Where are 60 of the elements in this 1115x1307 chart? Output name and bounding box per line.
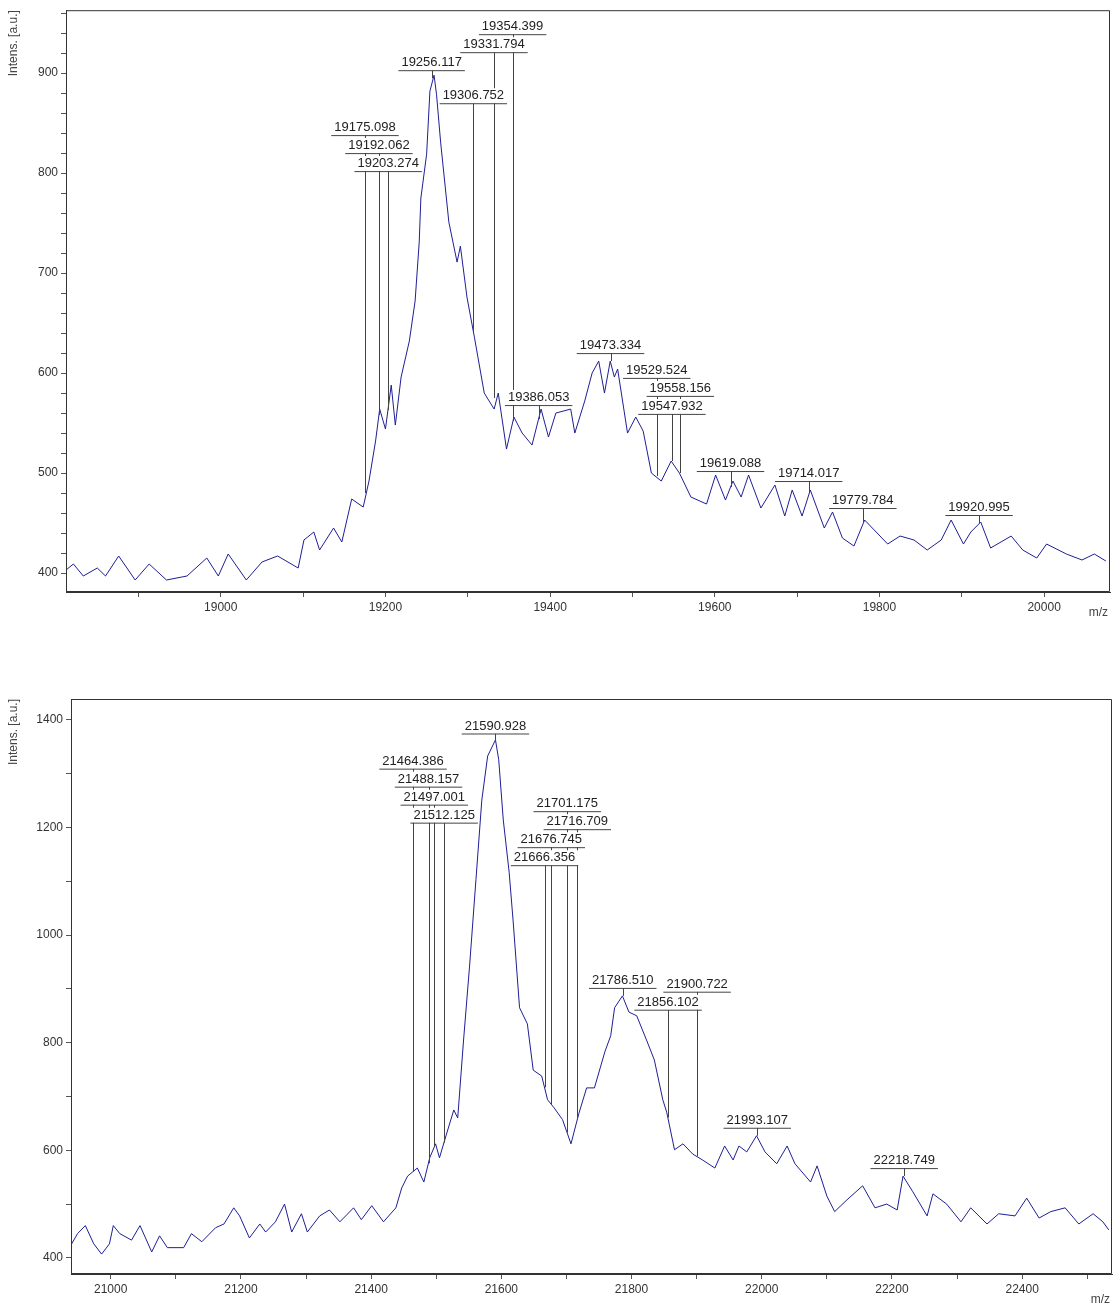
annotation: 21701.175	[536, 795, 598, 811]
y-tick-label: 1000	[36, 927, 64, 942]
annotation: 21716.709	[546, 813, 609, 829]
y-tick-label: 700	[37, 265, 59, 280]
annotation: 19175.098	[334, 119, 396, 135]
y-tick-label: 1200	[36, 819, 64, 834]
annotation: 19386.053	[507, 389, 570, 405]
x-tick-label: 19800	[862, 599, 897, 614]
annotation: 22218.749	[873, 1152, 935, 1168]
y-tick-label: 800	[42, 1035, 64, 1050]
annotation: 21666.356	[513, 849, 576, 865]
annotation: 21512.125	[413, 806, 475, 822]
x-tick-label: 20000	[1027, 599, 1062, 614]
annotation: 19306.752	[442, 87, 505, 103]
annotation: 21488.157	[397, 770, 460, 786]
annotation: 21786.510	[592, 971, 654, 987]
annotation: 19529.524	[626, 361, 688, 377]
y-tick-label: 600	[42, 1142, 64, 1157]
annotation: 19192.062	[348, 137, 410, 153]
annotation: 21856.102	[637, 993, 699, 1009]
x-tick-label: 21400	[354, 1281, 389, 1296]
y-axis-title: Intens. [a.u.]	[6, 10, 21, 77]
x-tick-label: 19000	[204, 599, 238, 614]
annotation: 21676.745	[520, 831, 583, 847]
annotation: 21497.001	[403, 788, 465, 804]
x-axis-title: m/z	[1088, 605, 1108, 620]
annotation: 19714.017	[777, 465, 840, 481]
annotation: 21900.722	[666, 975, 728, 991]
annotation: 21993.107	[726, 1111, 788, 1127]
y-tick-label: 500	[37, 465, 59, 480]
x-tick-label: 21800	[614, 1281, 649, 1296]
annotation: 19547.932	[641, 397, 703, 413]
annotation: 19779.784	[832, 492, 894, 508]
annotation: 19619.088	[699, 455, 762, 471]
annotation: 19920.995	[948, 499, 1010, 515]
y-tick-label: 900	[37, 65, 59, 80]
x-tick-label: 19400	[533, 599, 568, 614]
y-tick-label: 400	[42, 1250, 64, 1265]
annotation: 19256.117	[401, 54, 462, 70]
annotation: 19203.274	[357, 155, 419, 171]
x-tick-label: 22400	[1005, 1281, 1040, 1296]
x-tick-label: 21000	[94, 1281, 128, 1296]
annotation: 21464.386	[382, 752, 444, 768]
x-tick-label: 21600	[484, 1281, 519, 1296]
y-tick-label: 600	[37, 365, 59, 380]
annotation: 19473.334	[579, 337, 642, 353]
x-tick-label: 19200	[368, 599, 403, 614]
x-axis-title: m/z	[1090, 1292, 1110, 1307]
x-tick-label: 22000	[745, 1281, 779, 1296]
x-tick-label: 22200	[875, 1281, 909, 1296]
x-tick-label: 21200	[224, 1281, 258, 1296]
y-axis-title: Intens. [a.u.]	[6, 699, 21, 766]
x-tick-label: 19600	[698, 599, 732, 614]
y-tick-label: 800	[37, 165, 59, 180]
y-tick-label: 1400	[36, 712, 64, 727]
annotation: 19354.399	[481, 18, 544, 34]
annotation: 19558.156	[649, 379, 712, 395]
annotation: 19331.794	[463, 36, 525, 52]
annotation: 21590.928	[464, 717, 527, 733]
y-tick-label: 400	[37, 565, 59, 580]
